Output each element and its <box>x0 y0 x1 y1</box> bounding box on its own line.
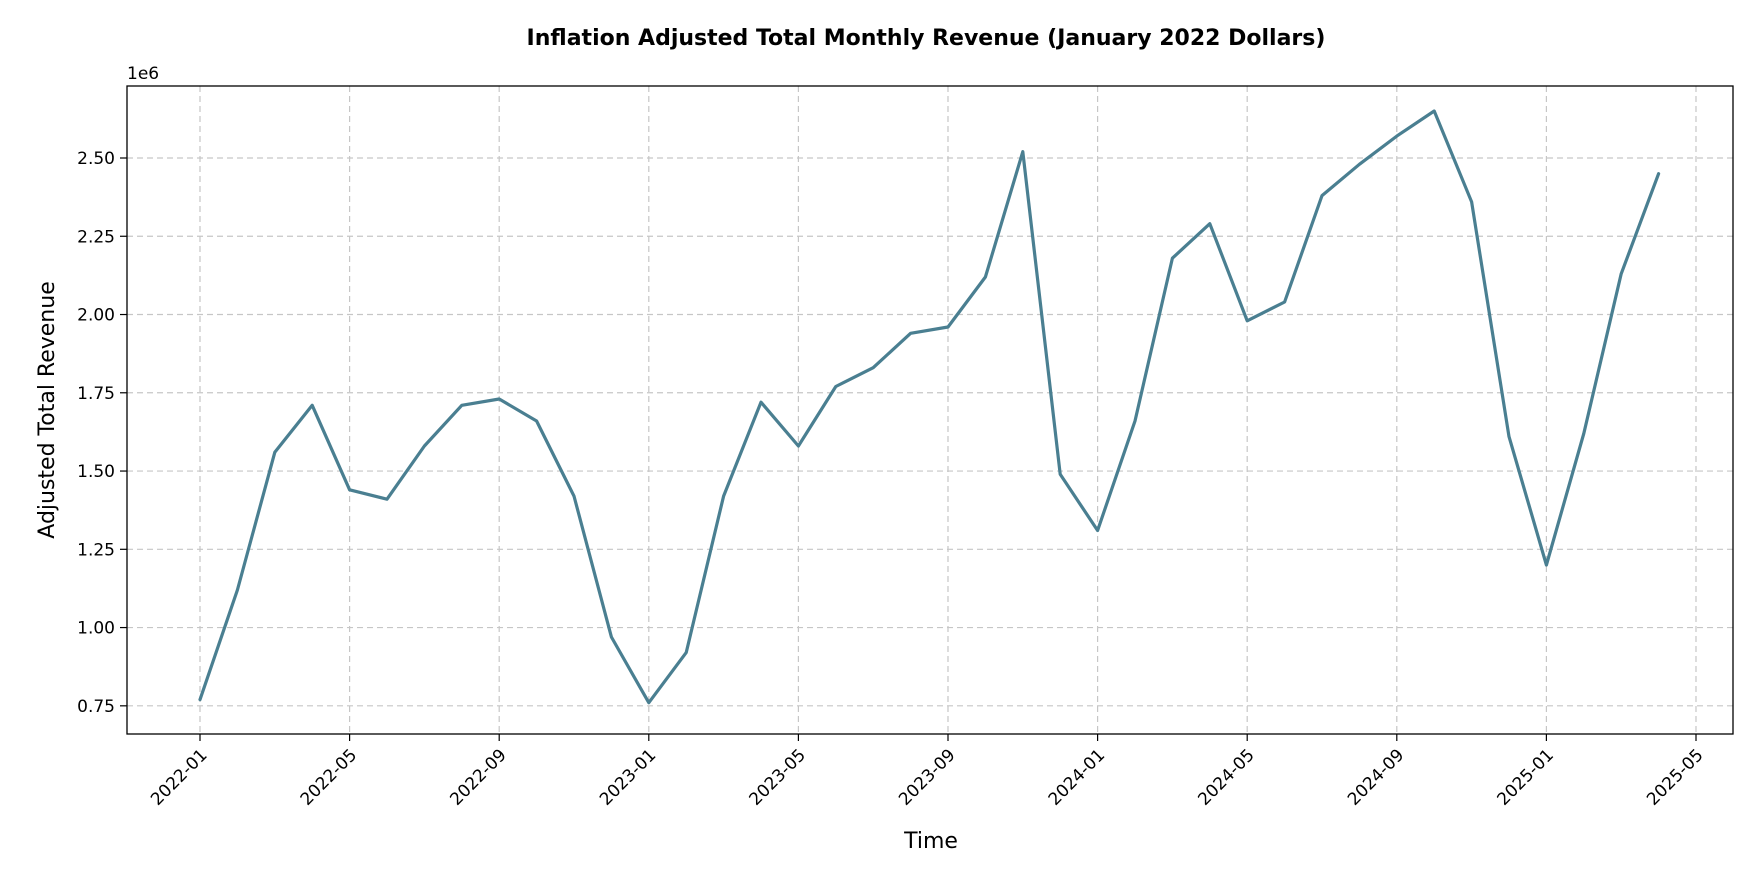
axis-ticks: 0.75 1.00 1.25 1.50 1.75 2.00 2.25 2.50 2022-01 2… <box>77 149 1707 810</box>
y-tick-label: 2.00 <box>77 306 115 326</box>
x-tick-label: 2024-09 <box>1344 745 1408 809</box>
x-tick-label: 2023-05 <box>746 745 810 809</box>
x-axis-label: Time <box>903 829 958 854</box>
grid <box>127 86 1733 734</box>
plot-frame <box>126 85 1734 735</box>
x-tick-label: 2025-05 <box>1643 745 1707 809</box>
y-tick-label: 1.25 <box>77 540 115 560</box>
x-tick-label: 2023-09 <box>895 745 959 809</box>
y-tick-label: 1.00 <box>77 619 115 639</box>
y-tick-label: 2.50 <box>77 149 115 169</box>
x-tick-label: 2023-01 <box>596 745 660 809</box>
y-tick-label: 2.25 <box>77 227 115 247</box>
y-tick-label: 1.50 <box>77 462 115 482</box>
x-tick-label: 2022-09 <box>446 745 510 809</box>
y-tick-label: 1.75 <box>77 384 115 404</box>
x-tick-label: 2024-01 <box>1045 745 1109 809</box>
y-axis-label: Adjusted Total Revenue <box>35 281 60 538</box>
y-offset-label: 1e6 <box>127 64 159 84</box>
y-tick-label: 0.75 <box>77 697 115 717</box>
x-tick-label: 2025-01 <box>1494 745 1558 809</box>
x-tick-label: 2024-05 <box>1194 745 1258 809</box>
chart-title: Inflation Adjusted Total Monthly Revenue… <box>527 26 1326 51</box>
series-line-layer <box>198 109 1661 705</box>
series-line <box>198 109 1661 705</box>
x-tick-label: 2022-01 <box>147 745 211 809</box>
x-tick-label: 2022-05 <box>297 745 361 809</box>
